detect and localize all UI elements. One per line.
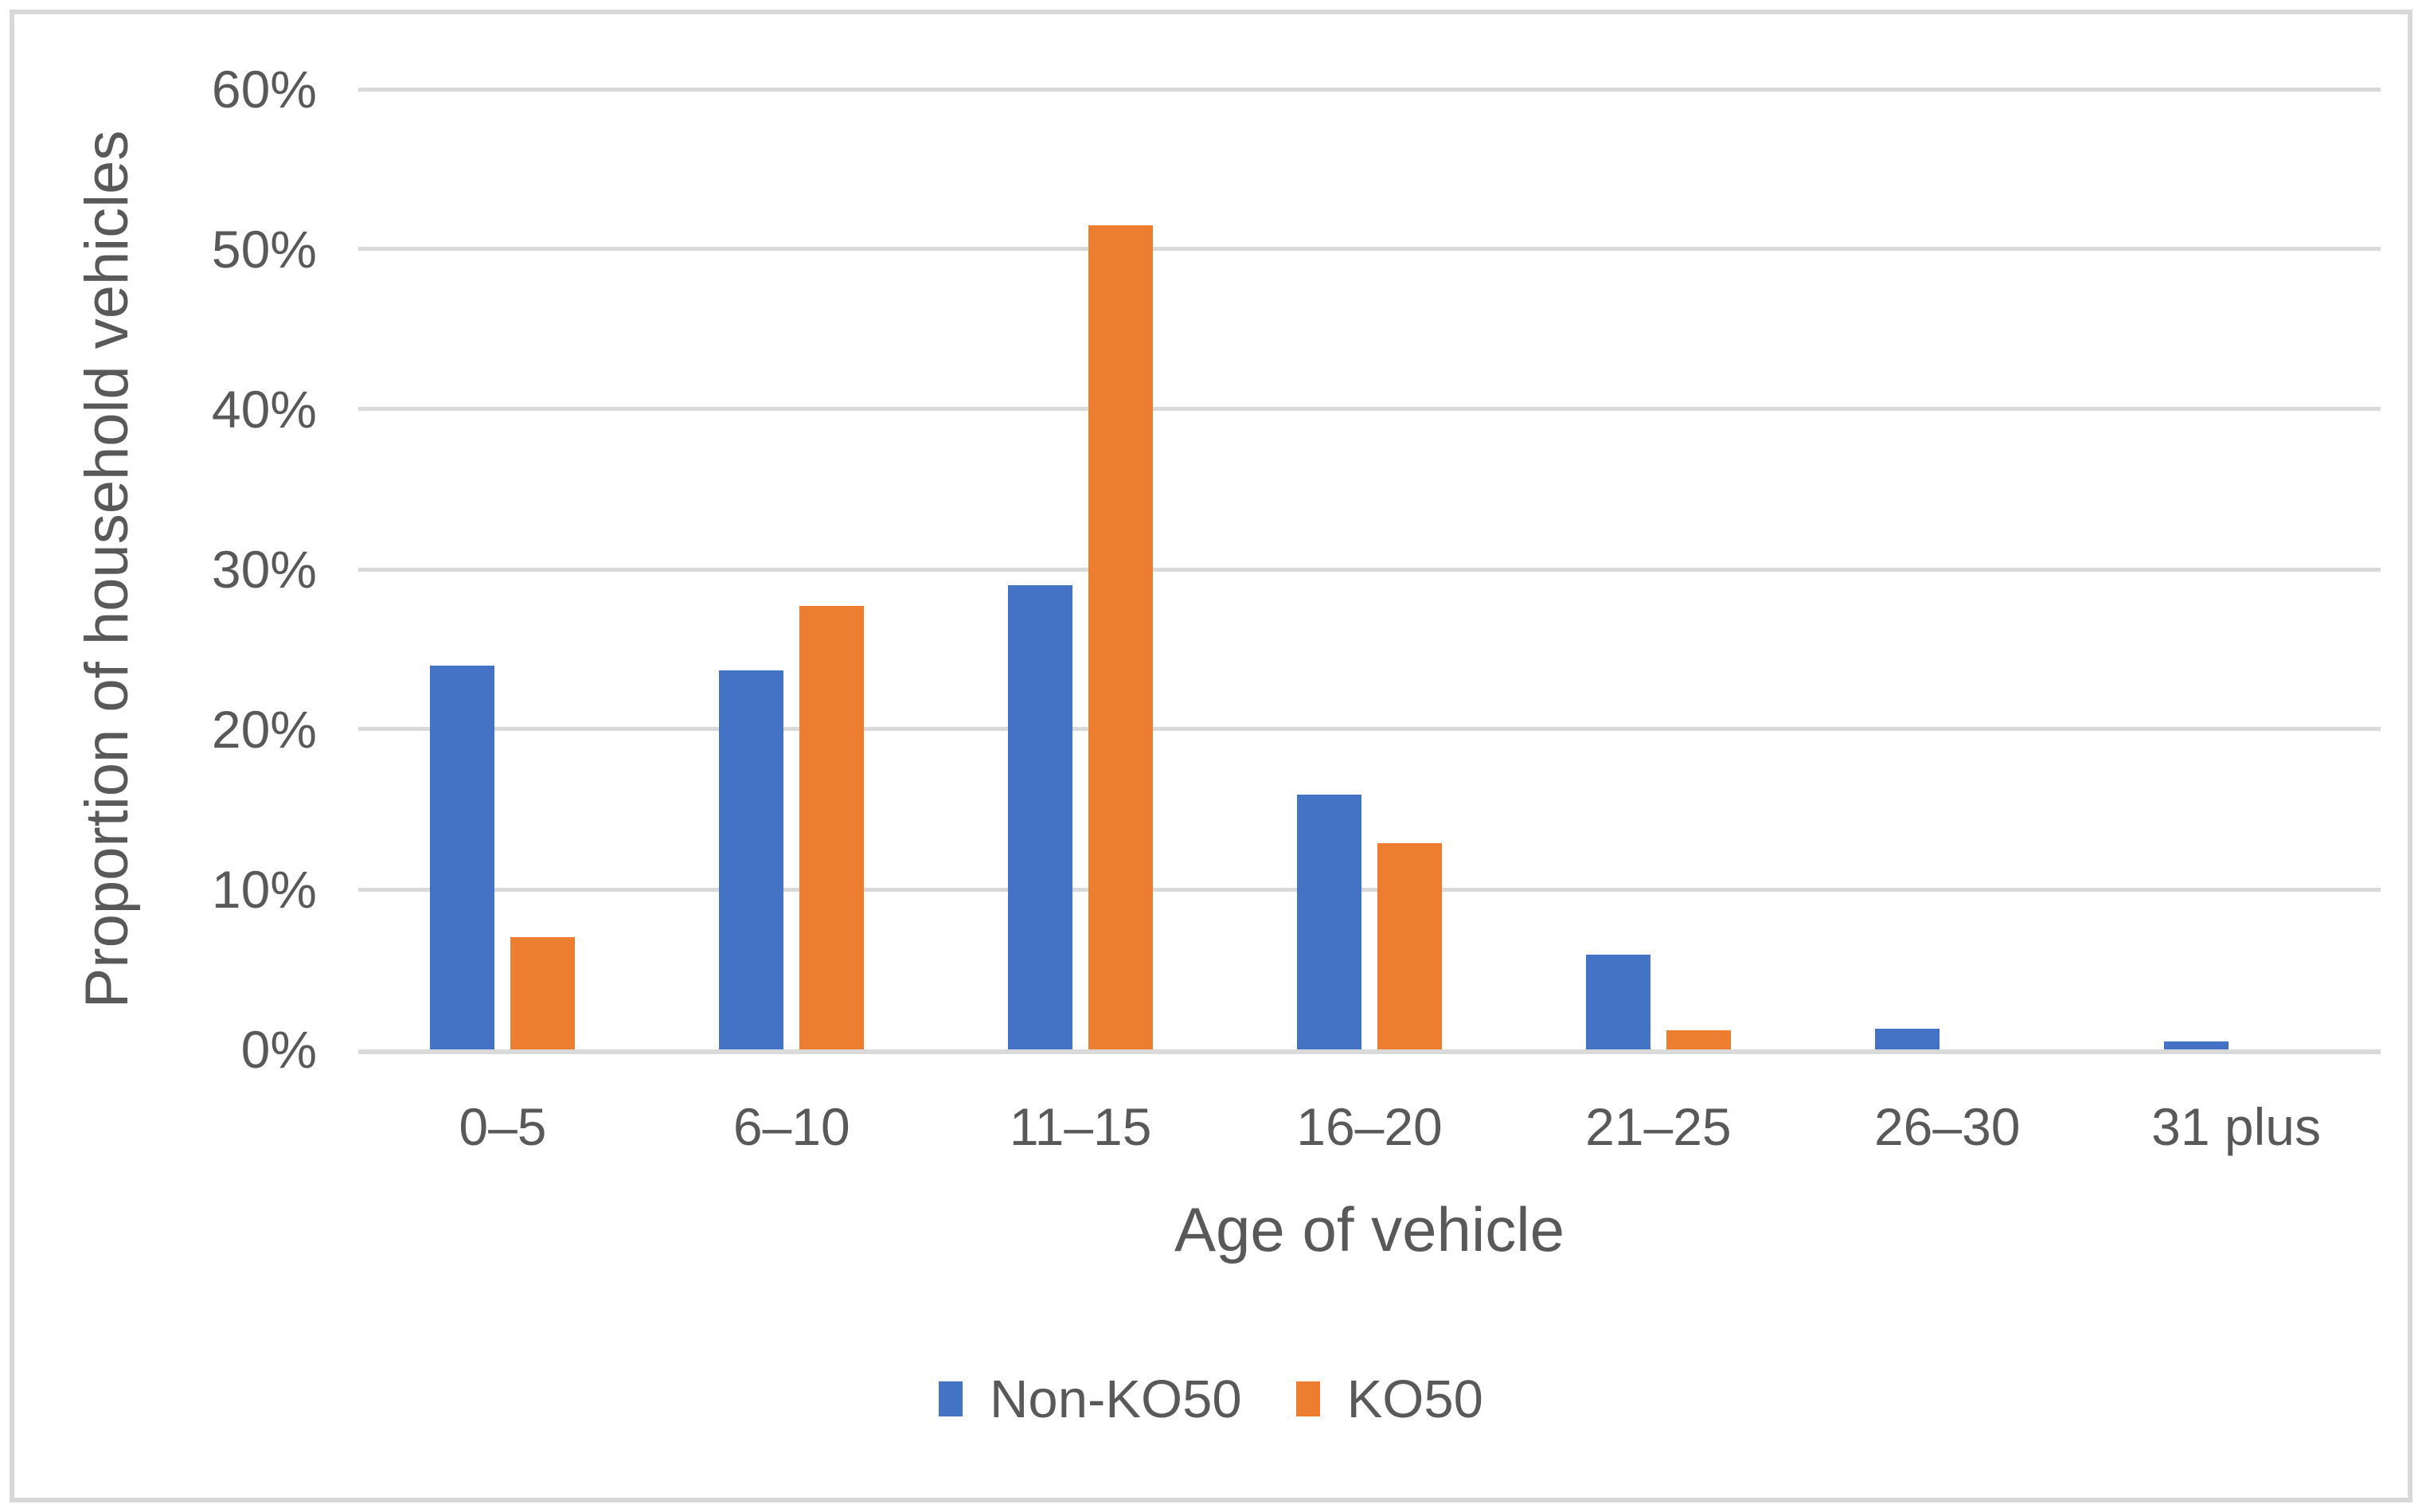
y-tick-label: 50% xyxy=(211,220,317,279)
category-group xyxy=(358,89,647,1049)
bar-non-ko50 xyxy=(1297,795,1361,1049)
x-tick-label: 6–10 xyxy=(732,1097,850,1156)
gridline xyxy=(358,567,2381,572)
category-group xyxy=(1803,89,2092,1049)
legend-label: Non-KO50 xyxy=(990,1369,1242,1429)
gridline xyxy=(358,727,2381,732)
category-group xyxy=(647,89,936,1049)
bar-non-ko50 xyxy=(719,670,784,1049)
gridline xyxy=(358,247,2381,252)
legend-swatch-icon xyxy=(1295,1381,1320,1416)
bar-ko50 xyxy=(1377,842,1442,1049)
gridline xyxy=(358,887,2381,892)
x-tick-label: 0–5 xyxy=(459,1097,547,1156)
bar-non-ko50 xyxy=(1874,1028,1940,1049)
x-tick-label: 31 plus xyxy=(2151,1097,2321,1156)
bar-non-ko50 xyxy=(1585,955,1650,1049)
bar-ko50 xyxy=(510,937,576,1049)
category-group xyxy=(1225,89,1514,1049)
legend-item-non-ko50: Non-KO50 xyxy=(939,1373,1242,1426)
x-axis-line xyxy=(358,1049,2381,1054)
x-tick-label: 26–30 xyxy=(1873,1097,2021,1156)
legend: Non-KO50 KO50 xyxy=(0,1363,2422,1435)
legend-item-ko50: KO50 xyxy=(1295,1369,1483,1429)
gridline xyxy=(358,407,2381,412)
y-axis-title: Proportion of household vehicles xyxy=(73,130,141,1009)
gridline xyxy=(358,87,2381,92)
y-tick-label: 60% xyxy=(211,60,317,119)
y-tick-label: 20% xyxy=(211,700,317,759)
category-group xyxy=(1514,89,1803,1049)
legend-swatch-icon xyxy=(939,1381,963,1416)
plot-area: 0% 10% 20% 30% 40% 50% 60% xyxy=(212,63,2381,1076)
x-axis-title: Age of vehicle xyxy=(1174,1194,1565,1264)
y-tick-label: 40% xyxy=(211,380,317,439)
x-labels-row: 0–5 6–10 11–15 16–20 21–25 26–30 31 plus xyxy=(358,1096,2381,1158)
bar-non-ko50 xyxy=(430,665,495,1049)
x-tick-label: 11–15 xyxy=(1009,1097,1152,1156)
bar-ko50 xyxy=(1666,1029,1731,1049)
categories-layer xyxy=(358,89,2381,1049)
y-tick-label: 10% xyxy=(211,860,317,919)
category-group xyxy=(2092,89,2381,1049)
bar-non-ko50 xyxy=(2163,1041,2229,1049)
category-group xyxy=(936,89,1225,1049)
y-tick-label: 0% xyxy=(240,1020,317,1079)
x-tick-label: 16–20 xyxy=(1296,1097,1443,1156)
x-tick-label: 21–25 xyxy=(1585,1097,1732,1156)
bar-ko50 xyxy=(1088,225,1154,1049)
figure-border xyxy=(10,10,2412,1502)
y-tick-label: 30% xyxy=(211,540,317,599)
bar-ko50 xyxy=(799,606,865,1049)
bar-non-ko50 xyxy=(1008,585,1073,1049)
legend-label: KO50 xyxy=(1346,1369,1483,1429)
